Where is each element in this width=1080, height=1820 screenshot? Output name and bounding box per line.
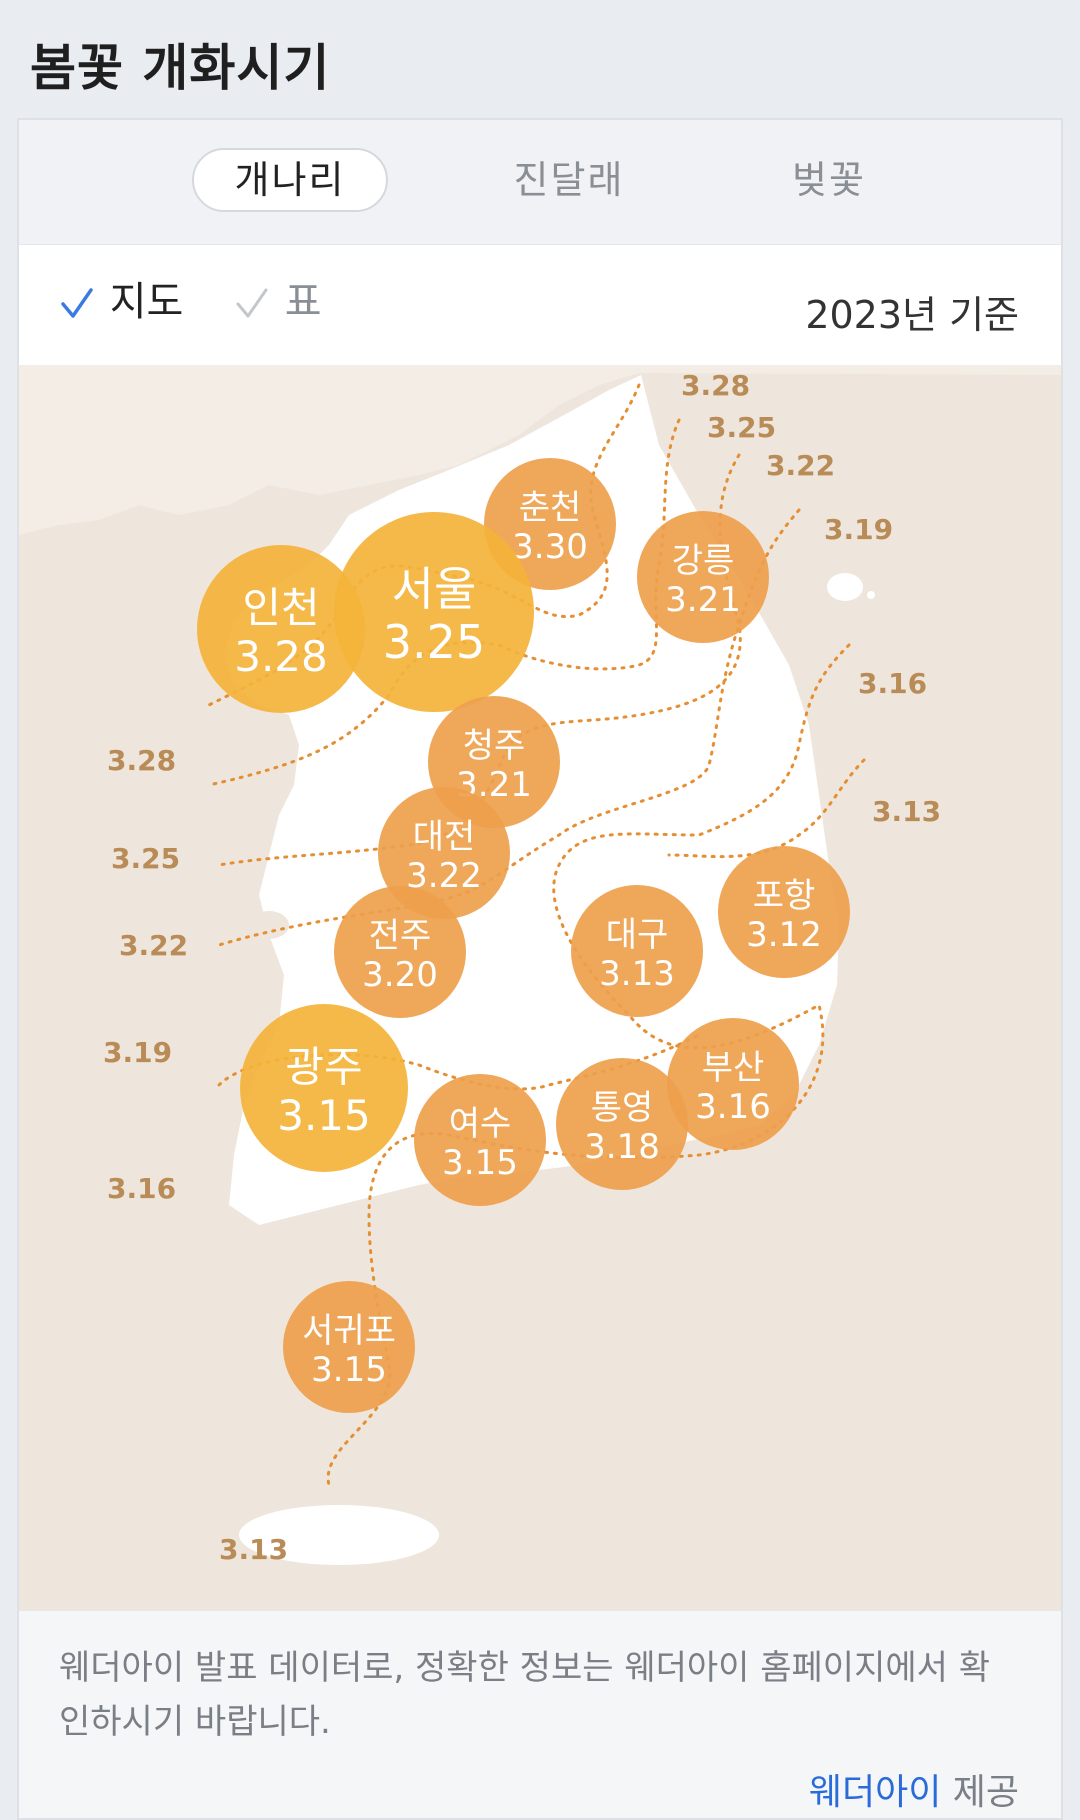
table-view-toggle[interactable]: 표: [234, 274, 322, 330]
city-name: 서울: [392, 562, 477, 616]
isoline-3-16: [326, 643, 851, 1487]
city-name: 대구: [606, 915, 669, 955]
isoline-label-west-1: 3.28: [107, 744, 176, 777]
isoline-label-west-3: 3.22: [119, 929, 188, 962]
city-bloom-date: 3.16: [695, 1087, 771, 1127]
isoline-label-east-1: 3.28: [681, 369, 750, 402]
city-bloom-date: 3.15: [442, 1143, 518, 1183]
city-name: 춘천: [519, 488, 582, 528]
city-bloom-date: 3.25: [383, 615, 485, 669]
isoline-label-east-3: 3.22: [766, 449, 835, 482]
city-bloom-date: 3.20: [362, 955, 438, 995]
korea-map: 3.28 3.25 3.22 3.19 3.16 3.13 3.28 3.25 …: [19, 365, 1061, 1610]
city-bloom-date: 3.18: [584, 1127, 660, 1167]
city-bubble: 전주3.20: [334, 886, 466, 1018]
city-bubble-circle: [414, 1074, 546, 1206]
tab-azalea[interactable]: 진달래: [513, 158, 625, 202]
city-bubble-circle: [571, 885, 703, 1017]
view-bar: 지도 표 2023년 기준: [19, 244, 1061, 364]
city-name: 청주: [463, 726, 526, 766]
page-title: 봄꽃 개화시기: [30, 39, 331, 97]
city-bubble-circle: [240, 1004, 408, 1172]
city-bubble: 부산3.16: [667, 1018, 799, 1150]
isoline-3-13: [667, 758, 866, 859]
city-bubble-circle: [334, 512, 534, 712]
city-name: 통영: [591, 1088, 654, 1128]
tab-cherry-blossom[interactable]: 벚꽃: [792, 158, 866, 202]
city-bubble: 광주3.15: [240, 1004, 408, 1172]
table-view-label: 표: [284, 279, 322, 325]
isoline-label-west-4: 3.19: [103, 1036, 172, 1069]
city-bubble-circle: [718, 846, 850, 978]
bloom-card: 개나리 진달래 벚꽃 지도 표 2023년 기준: [17, 118, 1063, 1820]
city-bloom-date: 3.15: [311, 1350, 387, 1390]
city-bubble-circle: [667, 1018, 799, 1150]
city-bloom-date: 3.15: [277, 1091, 371, 1140]
isoline-label-east-5: 3.16: [858, 667, 927, 700]
city-bubble-circle: [334, 886, 466, 1018]
isoline-label-east-6: 3.13: [872, 795, 941, 828]
city-bubble: 여수3.15: [414, 1074, 546, 1206]
city-bubble: 강릉3.21: [637, 511, 769, 643]
city-name: 대전: [413, 817, 476, 857]
city-name: 강릉: [672, 541, 735, 581]
footer: 웨더아이 발표 데이터로, 정확한 정보는 웨더아이 홈페이지에서 확인하시기 …: [19, 1610, 1061, 1818]
credit: 웨더아이 제공: [809, 1763, 1019, 1815]
isoline-label-west-6: 3.13: [219, 1533, 288, 1566]
city-bloom-date: 3.30: [512, 527, 588, 567]
city-name: 전주: [369, 916, 432, 956]
check-icon: [59, 274, 97, 330]
city-name: 부산: [702, 1048, 765, 1088]
city-bloom-date: 3.13: [599, 954, 675, 994]
city-bloom-date: 3.12: [746, 915, 822, 955]
city-bubble: 인천3.28: [197, 545, 365, 713]
north-land: [19, 365, 1061, 535]
basis-year: 2023년 기준: [805, 293, 1019, 337]
isoline-label-west-5: 3.16: [107, 1172, 176, 1205]
map-view-toggle[interactable]: 지도: [59, 274, 183, 330]
city-bubble: 대구3.13: [571, 885, 703, 1017]
city-bubble-circle: [378, 787, 510, 919]
isoline-label-east-4: 3.19: [824, 513, 893, 546]
source-link[interactable]: 웨더아이: [808, 1772, 942, 1813]
city-bubble-circle: [556, 1058, 688, 1190]
city-name: 인천: [242, 584, 319, 633]
city-bubble: 포항3.12: [718, 846, 850, 978]
map-view-label: 지도: [109, 279, 184, 325]
city-bubble-circle: [283, 1281, 415, 1413]
jeju-island: [239, 1505, 439, 1565]
isoline-label-west-2: 3.25: [111, 842, 180, 875]
isoline-label-east-2: 3.25: [707, 411, 776, 444]
city-bubble-circle: [637, 511, 769, 643]
west-island: [249, 911, 289, 939]
dokdo-island: [867, 591, 875, 599]
city-bubble: 통영3.18: [556, 1058, 688, 1190]
source-note: 웨더아이 발표 데이터로, 정확한 정보는 웨더아이 홈페이지에서 확인하시기 …: [59, 1648, 991, 1742]
bloom-map: 3.28 3.25 3.22 3.19 3.16 3.13 3.28 3.25 …: [19, 365, 1061, 1610]
city-bubble: 서울3.25: [334, 512, 534, 712]
city-name: 여수: [449, 1104, 512, 1144]
city-bloom-date: 3.28: [234, 632, 328, 681]
city-name: 포항: [753, 876, 816, 916]
ulleung-island: [827, 573, 863, 601]
city-bubbles: 춘천3.30 강릉3.21인천3.28서울3.25청주3.21대전3.22전주3.…: [197, 458, 850, 1413]
city-bubble-circle: [197, 545, 365, 713]
provided-label: 제공: [941, 1772, 1019, 1813]
city-name: 서귀포: [302, 1311, 396, 1351]
tab-forsythia[interactable]: 개나리: [192, 148, 388, 212]
city-bloom-date: 3.21: [665, 580, 741, 620]
check-icon: [234, 274, 272, 330]
city-name: 광주: [285, 1043, 362, 1092]
flower-tabs: 개나리 진달래 벚꽃: [19, 120, 1061, 245]
